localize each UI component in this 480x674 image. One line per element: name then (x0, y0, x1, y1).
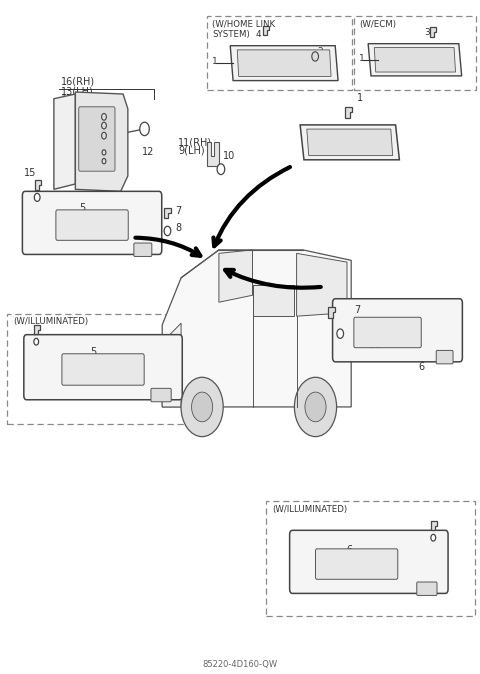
Polygon shape (263, 26, 269, 34)
Circle shape (312, 52, 319, 61)
Polygon shape (162, 250, 351, 407)
FancyBboxPatch shape (23, 191, 162, 255)
Text: 6: 6 (418, 362, 424, 372)
Text: 16(RH): 16(RH) (61, 77, 95, 87)
Text: 17(RH): 17(RH) (61, 94, 96, 103)
Bar (7, 313, 199, 424)
Text: 10: 10 (223, 151, 236, 161)
Text: 5: 5 (79, 203, 85, 213)
FancyBboxPatch shape (134, 243, 152, 256)
Text: 4: 4 (255, 30, 261, 40)
Text: 85220-4D160-QW: 85220-4D160-QW (203, 661, 277, 669)
FancyBboxPatch shape (56, 210, 128, 241)
Bar (354, 16, 476, 90)
Polygon shape (54, 94, 75, 189)
Text: 1: 1 (360, 54, 365, 63)
Polygon shape (35, 181, 41, 190)
Polygon shape (237, 50, 331, 76)
Circle shape (305, 392, 326, 422)
FancyBboxPatch shape (417, 582, 437, 595)
Circle shape (192, 392, 213, 422)
Polygon shape (430, 28, 436, 37)
Bar (206, 16, 352, 90)
Text: 13(LH): 13(LH) (61, 86, 94, 96)
Text: 7: 7 (176, 206, 182, 216)
Polygon shape (307, 129, 393, 156)
Circle shape (102, 113, 107, 120)
Polygon shape (252, 285, 295, 316)
Text: (W/ECM): (W/ECM) (360, 20, 396, 28)
Polygon shape (328, 307, 335, 317)
Polygon shape (164, 208, 170, 218)
Text: 14(LH): 14(LH) (61, 103, 94, 113)
FancyBboxPatch shape (333, 299, 462, 362)
Text: 1: 1 (357, 93, 363, 103)
FancyBboxPatch shape (436, 350, 453, 364)
Circle shape (181, 377, 223, 437)
FancyBboxPatch shape (289, 530, 448, 593)
Text: (W/HOME LINK
SYSTEM): (W/HOME LINK SYSTEM) (212, 20, 276, 39)
Text: 15: 15 (24, 168, 36, 177)
Text: 3: 3 (424, 28, 430, 38)
Polygon shape (219, 250, 252, 302)
Polygon shape (297, 253, 347, 316)
Circle shape (217, 164, 225, 175)
Circle shape (431, 534, 436, 541)
Text: 5: 5 (90, 347, 96, 357)
Polygon shape (368, 44, 462, 76)
Text: 9(LH): 9(LH) (178, 146, 204, 156)
Circle shape (102, 158, 106, 164)
Text: 7: 7 (355, 305, 361, 315)
Polygon shape (75, 92, 128, 191)
Polygon shape (35, 326, 40, 334)
Text: 1: 1 (212, 57, 218, 66)
Text: 8: 8 (355, 326, 360, 335)
Circle shape (34, 193, 40, 202)
Text: 11(RH): 11(RH) (178, 137, 212, 148)
Text: 6: 6 (347, 545, 353, 555)
Text: (W/ILLUMINATED): (W/ILLUMINATED) (13, 317, 88, 326)
FancyBboxPatch shape (315, 549, 398, 579)
Text: 8: 8 (176, 223, 182, 233)
Polygon shape (300, 125, 399, 160)
Circle shape (102, 132, 107, 139)
Circle shape (337, 329, 344, 338)
Polygon shape (162, 323, 181, 407)
Circle shape (102, 150, 106, 155)
FancyBboxPatch shape (151, 388, 171, 402)
Polygon shape (374, 48, 456, 72)
FancyBboxPatch shape (354, 317, 421, 348)
Polygon shape (206, 142, 218, 166)
Text: 2: 2 (318, 47, 323, 55)
FancyBboxPatch shape (24, 335, 182, 400)
Text: (W/ILLUMINATED): (W/ILLUMINATED) (272, 505, 347, 514)
Circle shape (102, 122, 107, 129)
Text: 12: 12 (142, 148, 155, 158)
Circle shape (294, 377, 336, 437)
FancyBboxPatch shape (62, 354, 144, 386)
Circle shape (164, 226, 171, 236)
Text: 18: 18 (369, 340, 381, 350)
FancyBboxPatch shape (79, 106, 115, 171)
Circle shape (34, 338, 38, 345)
Polygon shape (432, 521, 437, 530)
Polygon shape (345, 107, 352, 118)
Polygon shape (230, 46, 338, 81)
Bar (266, 501, 475, 615)
Circle shape (140, 122, 149, 135)
